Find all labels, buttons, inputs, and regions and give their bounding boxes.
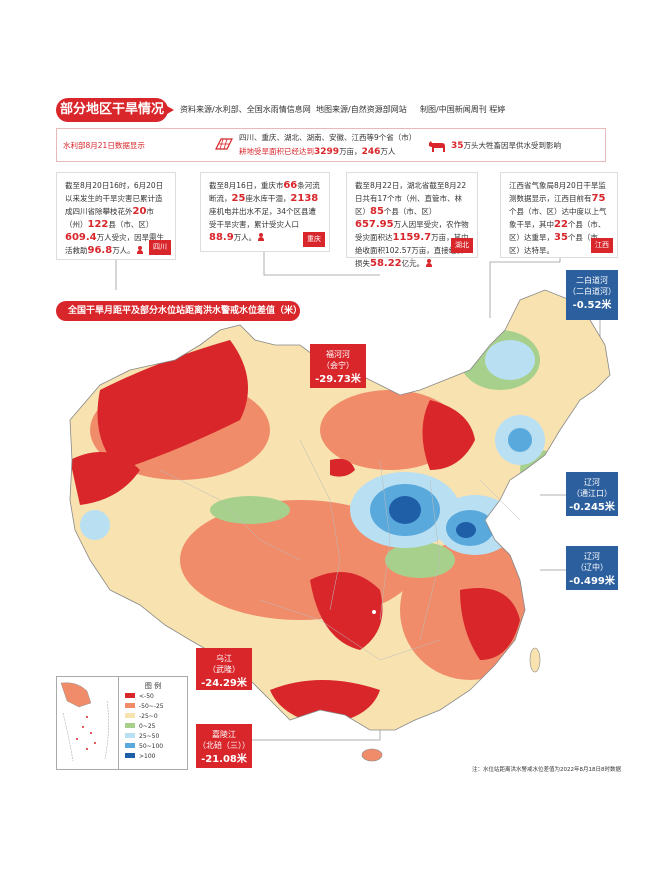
- card-tag-chongqing: 重庆: [303, 232, 325, 247]
- legend-item: >100: [125, 753, 155, 760]
- card-tag-jiangxi: 江西: [591, 238, 613, 253]
- legend-item: -25~0: [125, 713, 158, 720]
- legend-item: 50~100: [125, 743, 163, 750]
- card-tag-hubei: 湖北: [451, 238, 473, 253]
- footnote: 注：水位站距离洪水警戒水位差值为2022年8月18日8时数据: [472, 767, 621, 773]
- taiwan-island: [529, 647, 541, 673]
- station-wujiang: 乌江 （武隆） -24.29米: [196, 648, 252, 690]
- legend-title: 图 例: [144, 682, 162, 690]
- province-borders: [159, 439, 521, 661]
- map-legend: 图 例 <-50 -50~-25 -25~0 0~25 25~50 50~100…: [118, 676, 188, 770]
- credit-data-source: 资料来源/水利部、全国水雨情信息网: [180, 105, 311, 114]
- card-chongqing: 截至8月16日，重庆市66条河流断流，25座水库干涸，2138座机电井出水不足，…: [200, 172, 330, 252]
- station-liaohe-liaozhong: 辽河 （辽中） -0.499米: [566, 546, 618, 590]
- station-marker: [371, 609, 377, 615]
- legend-item: 25~50: [125, 733, 159, 740]
- legend-item: 0~25: [125, 723, 155, 730]
- hainan-island: [361, 748, 383, 762]
- cattle-icon: [428, 141, 445, 152]
- card-tag-sichuan: 四川: [149, 240, 171, 255]
- summary-drought-area: 耕地受旱面积已经达到3299万亩，246万人: [239, 147, 396, 157]
- person-icon: [258, 233, 265, 241]
- legend-item: <-50: [125, 693, 154, 700]
- summary-source: 水利部8月21日数据显示: [63, 141, 145, 150]
- summary-box: 水利部8月21日数据显示 四川、重庆、湖北、湖南、安徽、江西等9个省（市） 耕地…: [56, 128, 606, 162]
- station-huzuhe: 福河河 （会宁） -29.73米: [310, 344, 366, 388]
- summary-livestock: 35万头大牲畜因旱供水受到影响: [451, 141, 562, 151]
- legend-item: -50~-25: [125, 703, 164, 710]
- credit-map-source: 地图来源/自然资源部网站: [316, 105, 407, 114]
- person-icon: [426, 259, 433, 267]
- station-erbaidaohe: 二白道河 （二白道河） -0.52米: [566, 270, 618, 320]
- south-china-sea-inset: [56, 676, 120, 770]
- map-title: 全国干旱月距平及部分水位站距离洪水警戒水位差值（米）: [56, 301, 302, 321]
- summary-provinces: 四川、重庆、湖北、湖南、安徽、江西等9个省（市）: [239, 133, 417, 142]
- credit-author: 制图/中国新闻周刊 程婷: [420, 105, 506, 114]
- person-icon: [136, 246, 143, 254]
- station-liaohe-tongjiangkou: 辽河 （通江口） -0.245米: [566, 472, 618, 516]
- card-hubei: 截至8月22日，湖北省截至8月22日共有17个市（州、直管市、林区）85个县（市…: [346, 172, 478, 269]
- inset-map: [60, 682, 109, 762]
- card-sichuan: 截至8月20日16时，6月20日以来发生的干旱灾害已累计造成四川省除攀枝花外20…: [56, 172, 176, 260]
- card-jiangxi: 江西省气象局8月20日干旱监测数据显示，江西目前有75个县（市、区）达中度以上气…: [500, 172, 618, 258]
- farmland-icon: [215, 138, 233, 150]
- station-jialingjiang: 嘉陵江 （北碚（三）） -21.08米: [196, 724, 252, 768]
- section-title: 部分地区干旱情况: [56, 98, 174, 122]
